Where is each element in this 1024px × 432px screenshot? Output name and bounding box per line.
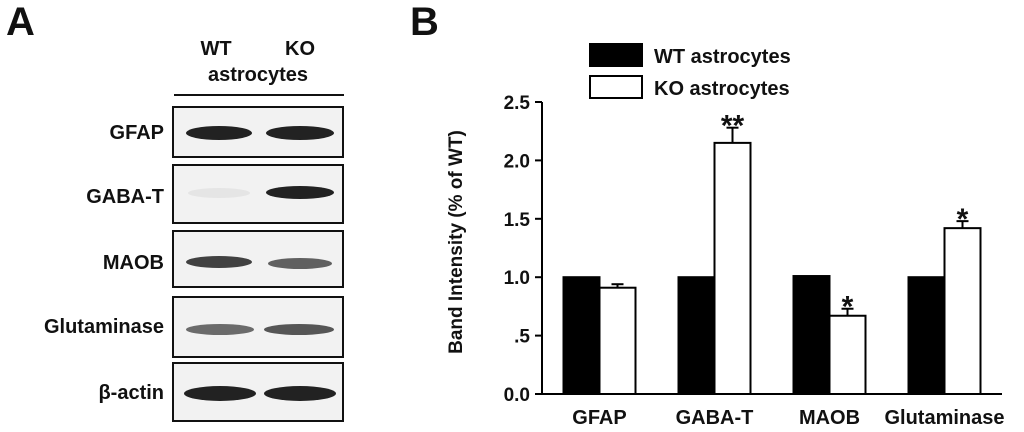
- bar: [677, 276, 716, 396]
- blot-label-beta-actin: β-actin: [98, 382, 164, 404]
- band-maob-ko: [268, 258, 332, 269]
- band-beta-actin-ko: [264, 386, 336, 401]
- x-tick-label: GABA-T: [676, 407, 754, 429]
- panel-label-a: A: [6, 0, 35, 44]
- bar: [598, 286, 637, 396]
- significance-marker: *: [842, 291, 854, 324]
- blot-label-gfap: GFAP: [109, 122, 164, 144]
- legend-swatch-ko: [589, 75, 643, 99]
- band-gaba-t-wt: [188, 188, 250, 198]
- blot-strip-gfap: [172, 106, 344, 158]
- y-tick-label: 0.0: [504, 385, 530, 406]
- lane-label-ko: KO: [285, 38, 315, 60]
- bar: [562, 276, 601, 396]
- legend-swatch-wt: [589, 43, 643, 67]
- bar: [943, 227, 982, 395]
- legend-label-ko: KO astrocytes: [654, 78, 790, 100]
- blot-group-label: astrocytes: [207, 64, 309, 86]
- x-tick-label: GFAP: [572, 407, 626, 429]
- blot-strip-beta-actin: [172, 362, 344, 422]
- y-tick-label: 2.5: [504, 93, 531, 114]
- blot-strip-maob: [172, 230, 344, 288]
- significance-marker: **: [721, 110, 745, 143]
- plot-area: 0.0 .5 1.0 1.5 2.0 2.5 GFAP GABA-T ** MAOB * Glutam…: [504, 93, 1005, 429]
- x-tick-label: MAOB: [799, 407, 860, 429]
- band-gfap-ko: [266, 126, 334, 140]
- band-beta-actin-wt: [184, 386, 256, 401]
- lane-underline: [174, 94, 344, 96]
- band-glutaminase-ko: [264, 324, 334, 335]
- blot-label-glutaminase: Glutaminase: [43, 316, 164, 338]
- bar: [792, 275, 831, 396]
- significance-marker: *: [957, 203, 969, 236]
- legend-label-wt: WT astrocytes: [654, 46, 791, 68]
- y-tick-label: 1.5: [504, 210, 531, 231]
- blot-label-gaba-t: GABA-T: [86, 186, 164, 208]
- bar: [828, 314, 867, 395]
- band-glutaminase-wt: [186, 324, 254, 335]
- lane-label-wt: WT: [200, 38, 232, 60]
- band-gaba-t-ko: [266, 186, 334, 199]
- blot-strip-glutaminase: [172, 296, 344, 358]
- y-axis-label: Band Intensity (% of WT): [446, 130, 467, 354]
- blot-label-maob: MAOB: [102, 252, 164, 274]
- panel-label-b: B: [410, 0, 439, 44]
- y-tick-label: 2.0: [504, 151, 530, 172]
- band-maob-wt: [186, 256, 252, 268]
- x-tick-label: Glutaminase: [884, 407, 1004, 429]
- band-gfap-wt: [186, 126, 252, 140]
- bar: [713, 141, 752, 395]
- bar: [907, 276, 946, 396]
- y-tick-label: 1.0: [504, 268, 530, 289]
- y-tick-label: .5: [514, 327, 530, 348]
- blot-strip-gaba-t: [172, 164, 344, 224]
